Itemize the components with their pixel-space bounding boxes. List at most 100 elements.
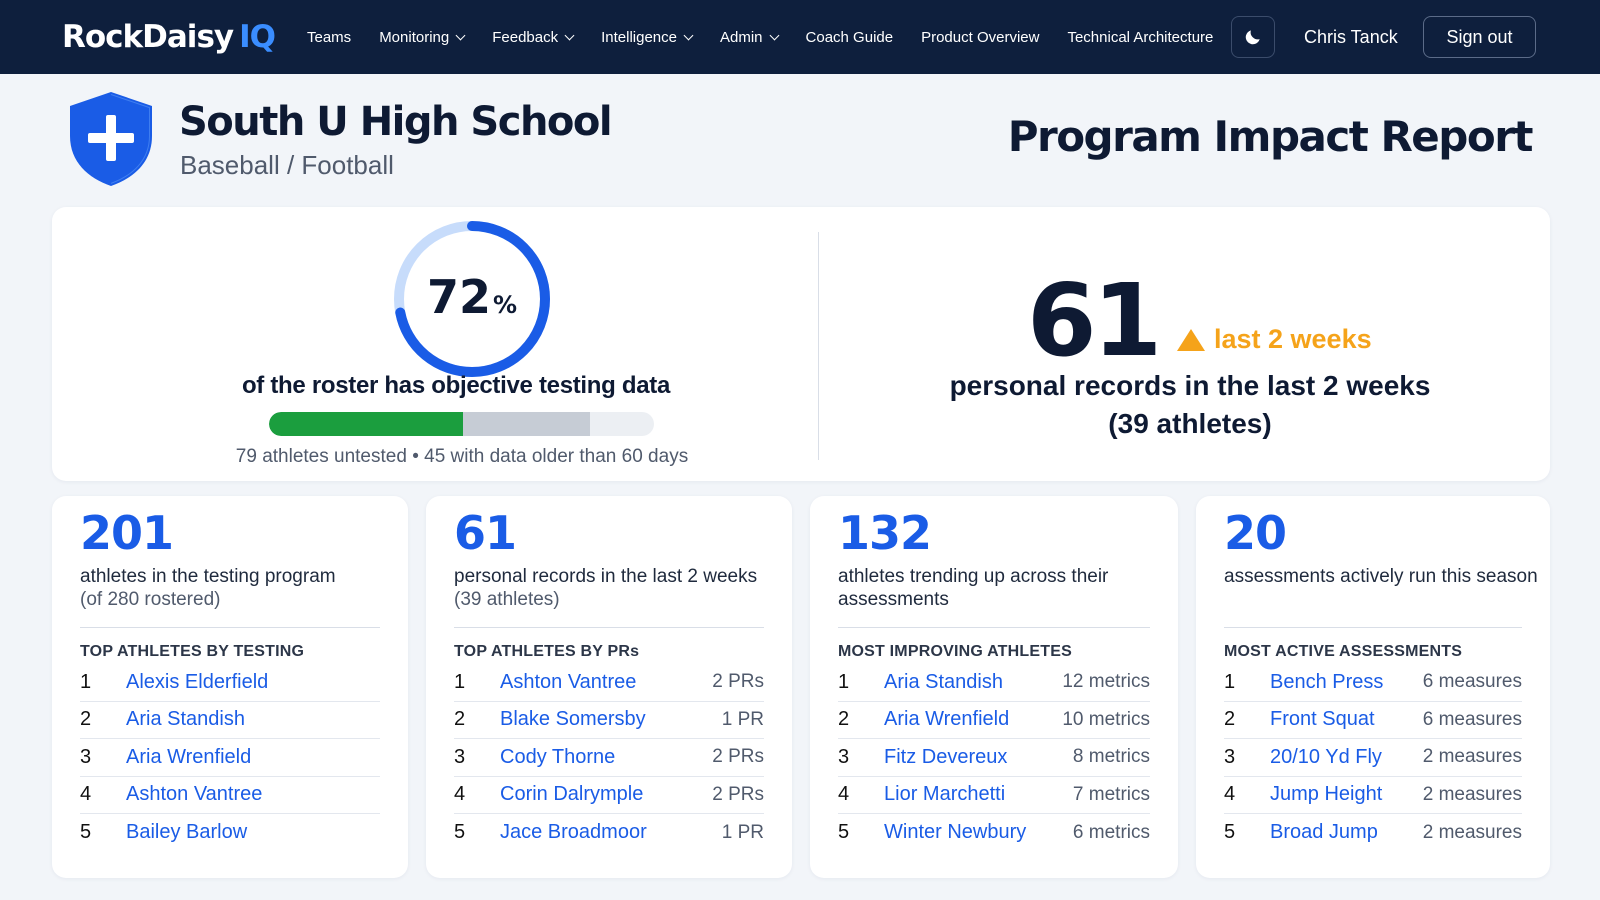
sports-subtitle: Baseball / Football xyxy=(180,150,394,180)
list-item: 4 Corin Dalrymple 2 PRs xyxy=(454,777,764,814)
moon-icon xyxy=(1245,30,1260,45)
pr-count: 2 PRs xyxy=(712,671,764,693)
nav-teams[interactable]: Teams xyxy=(307,29,351,46)
nav-link-label: Admin xyxy=(720,28,763,46)
logo-text: RockDaisy xyxy=(62,19,234,55)
list-item: 1 Alexis Elderfield xyxy=(80,664,380,702)
nav-link-label: Teams xyxy=(307,28,352,46)
logo-accent: IQ xyxy=(239,19,276,55)
pr-athletes: (39 athletes) xyxy=(1108,408,1272,439)
list-item: 1 Bench Press 6 measures xyxy=(1224,664,1522,702)
coverage-label: of the roster has objective testing data xyxy=(241,372,671,399)
rank: 5 xyxy=(838,821,850,844)
rank: 1 xyxy=(838,670,850,693)
metric-count: 8 metrics xyxy=(1072,746,1150,768)
list-item: 3 20/10 Yd Fly 2 measures xyxy=(1224,739,1522,777)
stat-card-trending-up: 132 athletes trending up across their as… xyxy=(810,496,1178,878)
athlete-link[interactable]: Bailey Barlow xyxy=(126,821,248,844)
assessment-link[interactable]: 20/10 Yd Fly xyxy=(1270,745,1382,768)
rank: 1 xyxy=(454,670,466,693)
metric-count: 6 metrics xyxy=(1072,821,1150,843)
nav-coach-guide[interactable]: Coach Guide xyxy=(806,29,894,46)
card-number: 61 xyxy=(454,506,517,560)
user-name[interactable]: Chris Tanck xyxy=(1304,27,1398,47)
athlete-link[interactable]: Lior Marchetti xyxy=(884,783,1006,806)
card-list: 1 Alexis Elderfield 2 Aria Standish 3 Aria … xyxy=(80,664,380,852)
report-title: Program Impact Report xyxy=(1007,112,1534,161)
progress-current-segment xyxy=(269,412,464,436)
measure-count: 2 measures xyxy=(1422,783,1522,805)
rank: 2 xyxy=(838,708,850,731)
measure-count: 2 measures xyxy=(1422,821,1522,843)
rank: 3 xyxy=(838,745,850,768)
rank: 5 xyxy=(454,821,466,844)
top-nav: RockDaisy IQ Teams Monitoring Feedback In… xyxy=(0,0,1600,74)
nav-intelligence[interactable]: Intelligence xyxy=(601,29,694,46)
athlete-link[interactable]: Fitz Devereux xyxy=(884,745,1008,768)
card-list: 1 Aria Standish 12 metrics 2 Aria Wrenfield… xyxy=(838,664,1150,852)
athlete-link[interactable]: Alexis Elderfield xyxy=(126,670,269,693)
app-logo[interactable]: RockDaisy IQ xyxy=(62,19,276,55)
athlete-link[interactable]: Ashton Vantree xyxy=(126,783,263,806)
card-list-heading: MOST IMPROVING ATHLETES xyxy=(838,643,1072,660)
progress-stale-segment xyxy=(463,412,591,436)
rank: 4 xyxy=(1224,783,1236,806)
coverage-donut xyxy=(394,221,550,377)
athlete-link[interactable]: Ashton Vantree xyxy=(500,670,637,693)
list-item: 3 Fitz Devereux 8 metrics xyxy=(838,739,1150,777)
list-item: 1 Aria Standish 12 metrics xyxy=(838,664,1150,702)
athlete-link[interactable]: Aria Standish xyxy=(884,670,1003,693)
athlete-link[interactable]: Cody Thorne xyxy=(500,745,616,768)
athlete-link[interactable]: Winter Newbury xyxy=(884,821,1027,844)
chevron-down-icon xyxy=(769,30,779,40)
chevron-down-icon xyxy=(564,30,575,40)
card-divider xyxy=(454,627,764,628)
assessment-link[interactable]: Bench Press xyxy=(1270,670,1384,693)
athlete-link[interactable]: Aria Standish xyxy=(126,708,245,731)
card-list-heading: MOST ACTIVE ASSESSMENTS xyxy=(1224,643,1463,660)
measure-count: 6 measures xyxy=(1422,671,1522,693)
rank: 2 xyxy=(1224,708,1236,731)
nav-product-overview[interactable]: Product Overview xyxy=(921,29,1039,46)
rank: 5 xyxy=(80,821,92,844)
list-item: 4 Jump Height 2 measures xyxy=(1224,777,1522,814)
rank: 4 xyxy=(838,783,850,806)
nav-admin[interactable]: Admin xyxy=(720,28,779,46)
sign-out-button[interactable]: Sign out xyxy=(1423,16,1536,58)
pr-count: 2 PRs xyxy=(712,783,764,805)
pr-trend-badge: last 2 weeks xyxy=(1176,324,1372,355)
list-item: 5 Jace Broadmoor 1 PR xyxy=(454,814,764,852)
measure-count: 2 measures xyxy=(1422,746,1522,768)
assessment-link[interactable]: Broad Jump xyxy=(1270,821,1378,844)
nav-link-label: Technical Architecture xyxy=(1067,28,1214,46)
shield-icon xyxy=(70,92,152,186)
nav-link-label: Coach Guide xyxy=(805,28,894,46)
card-subtext: (of 280 rostered) xyxy=(80,589,221,610)
list-item: 5 Bailey Barlow xyxy=(80,814,380,852)
nav-monitoring[interactable]: Monitoring xyxy=(379,29,466,46)
assessment-link[interactable]: Front Squat xyxy=(1270,708,1375,731)
athlete-link[interactable]: Jace Broadmoor xyxy=(500,821,647,844)
list-item: 3 Aria Wrenfield xyxy=(80,739,380,777)
list-item: 2 Blake Somersby 1 PR xyxy=(454,702,764,739)
assessment-link[interactable]: Jump Height xyxy=(1270,783,1383,806)
athlete-link[interactable]: Aria Wrenfield xyxy=(126,745,252,768)
nav-feedback[interactable]: Feedback xyxy=(492,29,575,46)
theme-toggle-button[interactable] xyxy=(1231,16,1275,58)
pr-count: 1 PR xyxy=(721,708,764,730)
stat-card-personal-records: 61 personal records in the last 2 weeks … xyxy=(426,496,792,878)
coverage-value: 72 xyxy=(426,270,491,324)
athlete-link[interactable]: Blake Somersby xyxy=(500,708,646,731)
athlete-link[interactable]: Aria Wrenfield xyxy=(884,708,1010,731)
card-description: athletes in the testing program xyxy=(80,566,336,587)
nav-links: Teams Monitoring Feedback Intelligence A… xyxy=(307,29,1241,46)
coverage-suffix: % xyxy=(492,291,518,319)
triangle-up-icon xyxy=(1177,328,1205,351)
card-description: assessments actively run this season xyxy=(1224,566,1538,587)
rank: 5 xyxy=(1224,821,1236,844)
nav-technical-architecture[interactable]: Technical Architecture xyxy=(1067,29,1213,46)
stat-card-assessments: 20 assessments actively run this season … xyxy=(1196,496,1550,878)
athlete-link[interactable]: Corin Dalrymple xyxy=(500,783,644,806)
untested-summary: 79 athletes untested • 45 with data olde… xyxy=(235,446,689,467)
card-number: 132 xyxy=(838,506,932,560)
